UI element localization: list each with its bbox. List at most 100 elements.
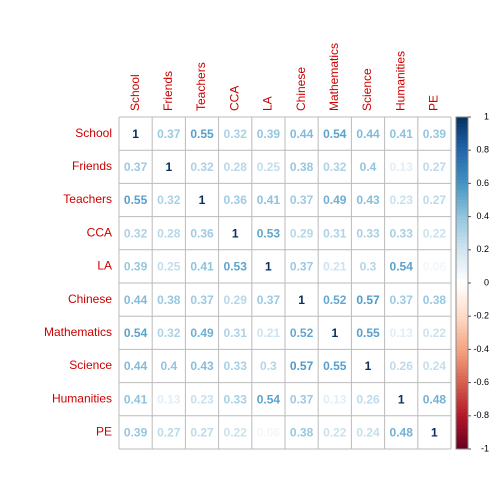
cell-value: 0.27 bbox=[190, 426, 214, 440]
colorbar-segment bbox=[456, 289, 468, 294]
cell-value: 1 bbox=[365, 359, 372, 373]
colorbar-segment bbox=[456, 126, 468, 131]
cell-value: 0.38 bbox=[157, 293, 181, 307]
colorbar-segment bbox=[456, 319, 468, 324]
colorbar-segment bbox=[456, 206, 468, 211]
colorbar-segment bbox=[456, 273, 468, 277]
cell-value: 0.36 bbox=[190, 226, 214, 240]
cell-value: 0.41 bbox=[257, 193, 281, 207]
colorbar-tick-label: -1 bbox=[481, 443, 489, 453]
column-label: Friends bbox=[161, 71, 175, 111]
colorbar-segment bbox=[456, 266, 468, 271]
colorbar-segment bbox=[456, 150, 468, 155]
cell-value: 0.44 bbox=[124, 359, 148, 373]
colorbar-segment bbox=[456, 180, 468, 184]
cell-value: 0.37 bbox=[190, 293, 214, 307]
colorbar-segment bbox=[456, 329, 468, 334]
cell-value: 0.38 bbox=[423, 293, 447, 307]
colorbar-segment bbox=[456, 176, 468, 181]
cell-value: 0.44 bbox=[124, 293, 148, 307]
colorbar-segment bbox=[456, 249, 468, 254]
colorbar-segment bbox=[456, 140, 468, 145]
cell-value: 0.44 bbox=[290, 127, 314, 141]
colorbar-segment bbox=[456, 130, 468, 135]
colorbar-segment bbox=[456, 399, 468, 404]
cell-value: 0.22 bbox=[423, 326, 447, 340]
cell-value: 0.54 bbox=[390, 260, 414, 274]
colorbar-segment bbox=[456, 425, 468, 430]
colorbar-segment bbox=[456, 213, 468, 218]
colorbar-segment bbox=[456, 372, 468, 377]
cell-value: 0.13 bbox=[390, 160, 414, 174]
cell-value: 0.4 bbox=[360, 160, 377, 174]
cell-value: 0.24 bbox=[356, 426, 380, 440]
colorbar-segment bbox=[456, 359, 468, 364]
cell-value: 0.32 bbox=[157, 193, 181, 207]
cell-value: 1 bbox=[298, 293, 305, 307]
cell-value: 0.26 bbox=[356, 392, 380, 406]
cell-value: 0.55 bbox=[190, 127, 214, 141]
colorbar-segment bbox=[456, 160, 468, 164]
cell-value: 0.39 bbox=[124, 260, 148, 274]
cell-value: 0.37 bbox=[290, 392, 314, 406]
colorbar-segment bbox=[456, 369, 468, 374]
cell-value: 0.29 bbox=[224, 293, 248, 307]
cell-value: 0.3 bbox=[360, 260, 377, 274]
colorbar-segment bbox=[456, 339, 468, 344]
cell-value: 0.31 bbox=[323, 226, 347, 240]
colorbar-segment bbox=[456, 283, 468, 287]
colorbar-tick-label: 1 bbox=[484, 111, 489, 121]
cell-value: 0.54 bbox=[323, 127, 347, 141]
cell-value: 0.39 bbox=[257, 127, 281, 141]
cell-value: 0.33 bbox=[224, 392, 248, 406]
colorbar-tick-label: -0.4 bbox=[473, 344, 489, 354]
colorbar-segment bbox=[456, 382, 468, 387]
colorbar-segment bbox=[456, 143, 468, 148]
cell-value: 0.27 bbox=[423, 193, 447, 207]
colorbar-segment bbox=[456, 286, 468, 291]
cell-value: 0.43 bbox=[190, 359, 214, 373]
colorbar-segment bbox=[456, 186, 468, 191]
colorbar-segment bbox=[456, 163, 468, 168]
colorbar-segment bbox=[456, 296, 468, 301]
cell-value: 0.4 bbox=[160, 359, 177, 373]
row-label: Science bbox=[69, 358, 112, 372]
colorbar-tick-label: 0.2 bbox=[476, 244, 489, 254]
colorbar-segment bbox=[456, 292, 468, 297]
colorbar-segment bbox=[456, 429, 468, 433]
cell-value: 0.32 bbox=[224, 127, 248, 141]
colorbar-segment bbox=[456, 422, 468, 427]
column-label: Teachers bbox=[194, 62, 208, 111]
cell-value: 0.21 bbox=[323, 260, 347, 274]
row-label: CCA bbox=[87, 225, 112, 239]
row-label: Humanities bbox=[52, 391, 112, 405]
cell-value: 1 bbox=[398, 392, 405, 406]
cell-value: 0.28 bbox=[224, 160, 248, 174]
colorbar-tick-label: 0.8 bbox=[476, 145, 489, 155]
cell-value: 0.55 bbox=[323, 359, 347, 373]
colorbar-segment bbox=[456, 120, 468, 125]
cell-value: 0.21 bbox=[257, 326, 281, 340]
colorbar-segment bbox=[456, 306, 468, 311]
cell-value: 0.52 bbox=[323, 293, 347, 307]
colorbar-tick-label: 0.4 bbox=[476, 211, 489, 221]
colorbar-segment bbox=[456, 117, 468, 121]
cell-value: 0.36 bbox=[224, 193, 248, 207]
row-label: LA bbox=[97, 259, 112, 273]
cell-value: 0.06 bbox=[423, 260, 447, 274]
colorbar-segment bbox=[456, 439, 468, 443]
colorbar-segment bbox=[456, 405, 468, 410]
colorbar-segment bbox=[456, 276, 468, 281]
row-label: Friends bbox=[72, 159, 112, 173]
cell-value: 0.49 bbox=[323, 193, 347, 207]
cell-value: 0.37 bbox=[290, 193, 314, 207]
colorbar-segment bbox=[456, 203, 468, 208]
cell-value: 1 bbox=[165, 160, 172, 174]
colorbar-segment bbox=[456, 123, 468, 128]
cell-value: 0.23 bbox=[390, 193, 414, 207]
colorbar-segment bbox=[456, 263, 468, 267]
colorbar-segment bbox=[456, 442, 468, 447]
cell-value: 1 bbox=[232, 226, 239, 240]
cell-value: 0.41 bbox=[124, 392, 148, 406]
